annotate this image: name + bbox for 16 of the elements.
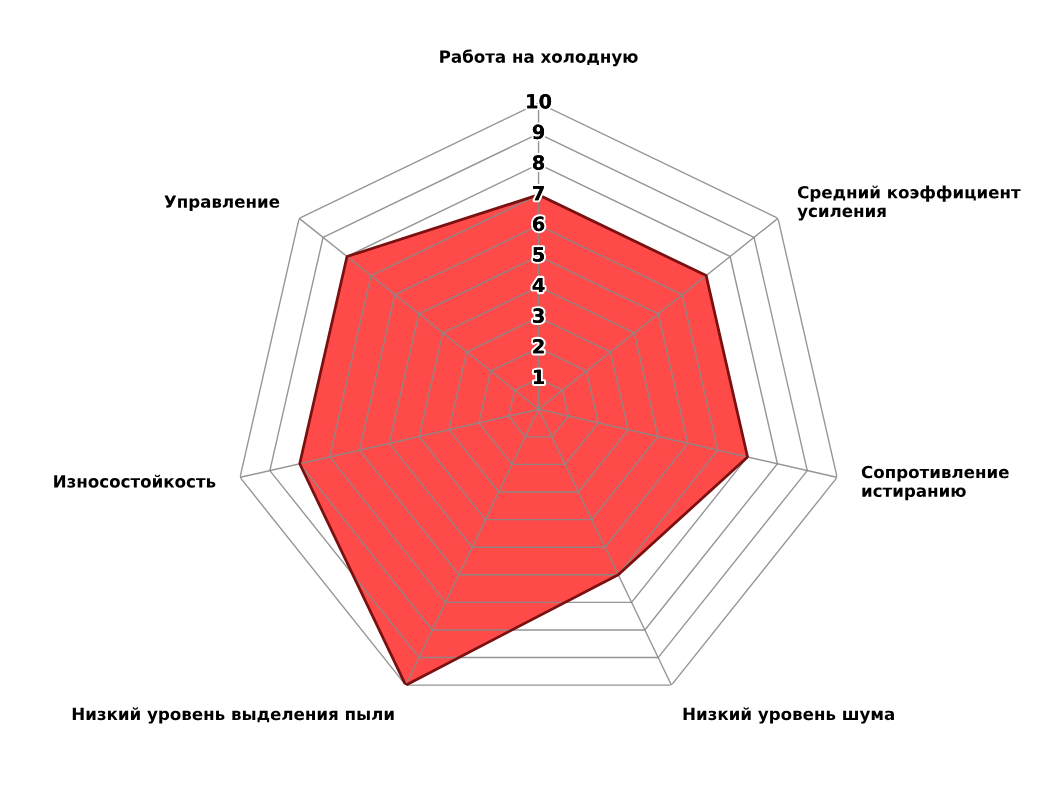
y-tick-label: 1 <box>533 369 544 384</box>
spoke-label: Низкий уровень шума <box>683 707 894 724</box>
y-tick-label: 8 <box>532 155 545 170</box>
y-tick-label: 3 <box>533 308 544 324</box>
spoke-label: Износостойкость <box>54 474 216 488</box>
y-tick-label: 4 <box>532 277 545 293</box>
spoke-label: Средний коэффициент усиления <box>797 185 1021 221</box>
y-tick-label: 5 <box>533 247 544 262</box>
y-tick-label: 2 <box>533 338 544 354</box>
y-tick-label: 6 <box>533 216 545 232</box>
spoke-label: Управление <box>164 195 280 212</box>
y-tick-label: 9 <box>532 124 545 140</box>
spoke-label: Низкий уровень выделения пыли <box>72 707 394 724</box>
spoke-label: Сопротивление истиранию <box>861 465 1009 501</box>
y-tick-label: 10 <box>527 93 552 109</box>
spoke-label: Работа на холодную <box>440 49 638 67</box>
